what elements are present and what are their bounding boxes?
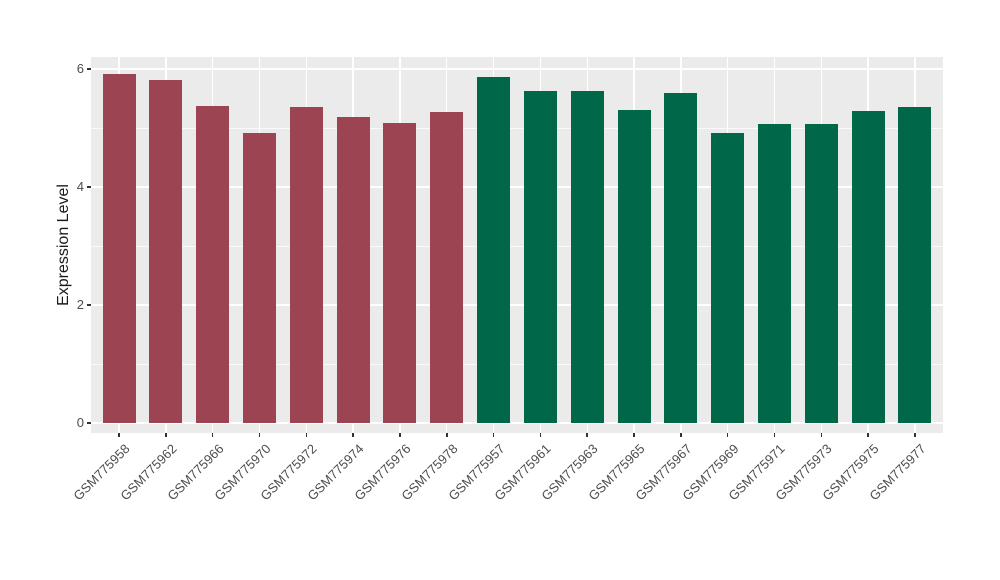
x-tick-mark (399, 433, 401, 437)
y-tick-mark (87, 304, 91, 306)
y-tick-label: 2 (76, 297, 84, 312)
x-tick-mark (726, 433, 729, 437)
y-tick-mark (87, 68, 91, 70)
bar-GSM775975 (851, 110, 885, 423)
x-tick-mark (118, 433, 120, 437)
bar-GSM775962 (149, 80, 183, 423)
bar-GSM775972 (289, 106, 323, 423)
bar-GSM775966 (196, 105, 230, 423)
y-tick-label: 6 (76, 61, 84, 76)
major-gridline (91, 68, 943, 70)
x-tick-mark (492, 433, 495, 437)
x-tick-mark (305, 433, 308, 437)
x-tick-mark (165, 433, 167, 437)
bars-layer (91, 57, 943, 433)
bar-GSM775967 (664, 92, 698, 423)
bar-GSM775977 (898, 107, 932, 423)
minor-gridline (91, 245, 943, 247)
major-gridline (91, 304, 943, 306)
bar-GSM775973 (804, 123, 838, 423)
minor-gridline (91, 363, 943, 365)
major-gridline (91, 422, 943, 424)
x-tick-mark (211, 433, 214, 437)
bar-GSM775963 (570, 90, 604, 423)
x-tick-mark (539, 433, 542, 437)
x-tick-mark (914, 433, 916, 437)
x-tick-mark (352, 433, 354, 437)
major-gridline (91, 186, 943, 188)
bar-GSM775970 (243, 132, 277, 423)
x-tick-mark (867, 433, 869, 437)
bar-GSM775976 (383, 122, 417, 423)
x-tick-mark (820, 433, 823, 437)
bar-GSM775978 (430, 112, 464, 423)
minor-gridline (91, 127, 943, 129)
bar-GSM775961 (523, 91, 557, 423)
x-tick-mark (446, 433, 448, 437)
bar-GSM775957 (477, 77, 511, 423)
x-tick-mark (680, 433, 682, 437)
x-tick-mark (633, 433, 635, 437)
x-tick-mark (773, 433, 776, 437)
bar-GSM775971 (757, 124, 791, 423)
y-tick-label: 0 (76, 415, 84, 430)
bar-GSM775958 (102, 73, 136, 423)
bar-GSM775969 (711, 133, 745, 423)
plot-panel (91, 57, 943, 433)
y-tick-mark (87, 186, 91, 188)
y-tick-mark (87, 422, 91, 424)
x-tick-mark (258, 433, 261, 437)
bar-GSM775965 (617, 110, 651, 423)
y-tick-label: 4 (76, 179, 84, 194)
x-tick-mark (586, 433, 588, 437)
bar-GSM775974 (336, 117, 370, 423)
y-axis-title: Expression Level (55, 184, 72, 306)
